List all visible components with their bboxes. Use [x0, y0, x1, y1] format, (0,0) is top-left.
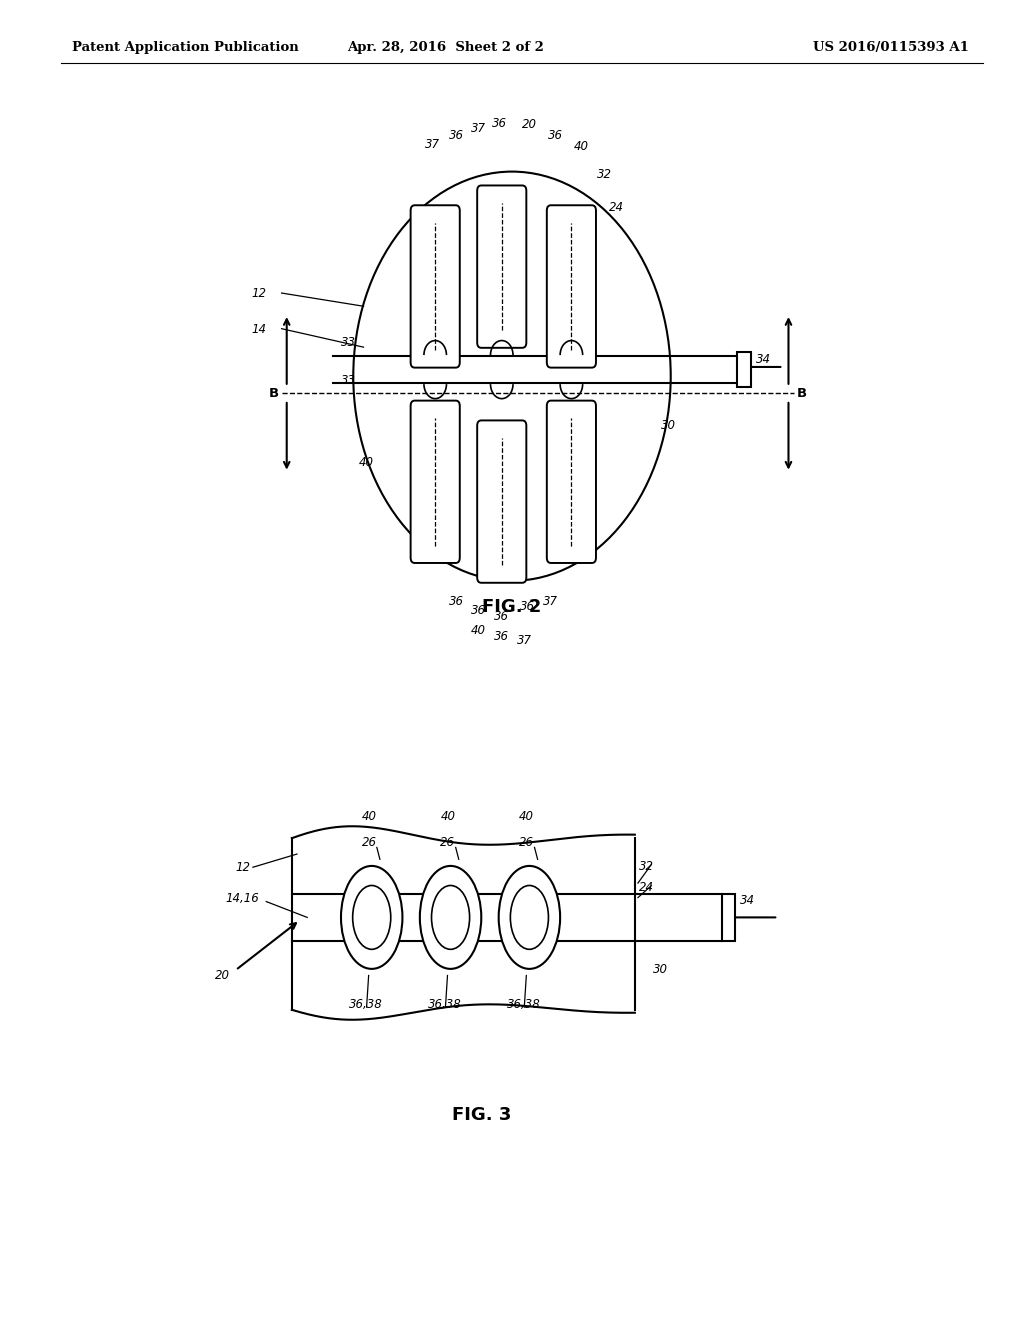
Text: B: B	[797, 387, 807, 400]
FancyBboxPatch shape	[411, 401, 460, 562]
Text: 33: 33	[341, 374, 356, 387]
Text: 40: 40	[471, 623, 486, 636]
Text: 36: 36	[449, 128, 464, 141]
Text: 20: 20	[522, 117, 538, 131]
Text: 12: 12	[236, 861, 251, 874]
Text: 40: 40	[573, 140, 589, 153]
Text: 36: 36	[548, 128, 563, 141]
Text: 26: 26	[440, 836, 456, 849]
Text: 20: 20	[215, 969, 230, 982]
Bar	[737, 352, 751, 387]
Text: 33: 33	[341, 335, 356, 348]
Text: US 2016/0115393 A1: US 2016/0115393 A1	[813, 41, 969, 54]
Text: 37: 37	[425, 137, 440, 150]
Text: 40: 40	[519, 809, 535, 822]
Text: 36,38: 36,38	[507, 998, 541, 1011]
Text: 26: 26	[361, 836, 377, 849]
FancyBboxPatch shape	[477, 186, 526, 348]
Text: 36,38: 36,38	[349, 998, 383, 1011]
Text: B: B	[268, 387, 279, 400]
Text: 14: 14	[251, 322, 266, 335]
Text: 40: 40	[358, 455, 374, 469]
Text: 12: 12	[251, 286, 266, 300]
Text: Apr. 28, 2016  Sheet 2 of 2: Apr. 28, 2016 Sheet 2 of 2	[347, 41, 544, 54]
Ellipse shape	[499, 866, 560, 969]
Text: 36: 36	[492, 116, 507, 129]
Ellipse shape	[510, 886, 549, 949]
FancyBboxPatch shape	[477, 420, 526, 583]
Text: 34: 34	[740, 894, 756, 907]
Text: 24: 24	[609, 201, 625, 214]
Text: 30: 30	[660, 418, 676, 432]
Text: 36: 36	[494, 630, 509, 643]
Text: 36: 36	[449, 594, 464, 607]
Text: 34: 34	[756, 352, 771, 366]
Ellipse shape	[420, 866, 481, 969]
Text: 26: 26	[519, 836, 535, 849]
Text: 40: 40	[440, 809, 456, 822]
Text: 37: 37	[543, 594, 558, 607]
Text: 36: 36	[520, 599, 536, 612]
FancyBboxPatch shape	[411, 206, 460, 368]
Text: 36,38: 36,38	[428, 998, 462, 1011]
Text: 30: 30	[653, 962, 669, 975]
FancyBboxPatch shape	[547, 401, 596, 562]
Text: 37: 37	[517, 634, 532, 647]
Bar	[722, 895, 735, 940]
Text: FIG. 2: FIG. 2	[482, 598, 542, 616]
Text: Patent Application Publication: Patent Application Publication	[72, 41, 298, 54]
Ellipse shape	[352, 886, 391, 949]
Ellipse shape	[341, 866, 402, 969]
Text: 14,16: 14,16	[225, 891, 259, 904]
Ellipse shape	[431, 886, 470, 949]
Text: 36: 36	[494, 610, 509, 623]
Text: 37: 37	[471, 121, 486, 135]
Text: 32: 32	[639, 859, 654, 873]
FancyBboxPatch shape	[547, 206, 596, 368]
Text: 24: 24	[639, 880, 654, 894]
Text: 32: 32	[597, 168, 612, 181]
Text: FIG. 3: FIG. 3	[452, 1106, 511, 1125]
Text: 36: 36	[471, 603, 486, 616]
Text: 40: 40	[361, 809, 377, 822]
